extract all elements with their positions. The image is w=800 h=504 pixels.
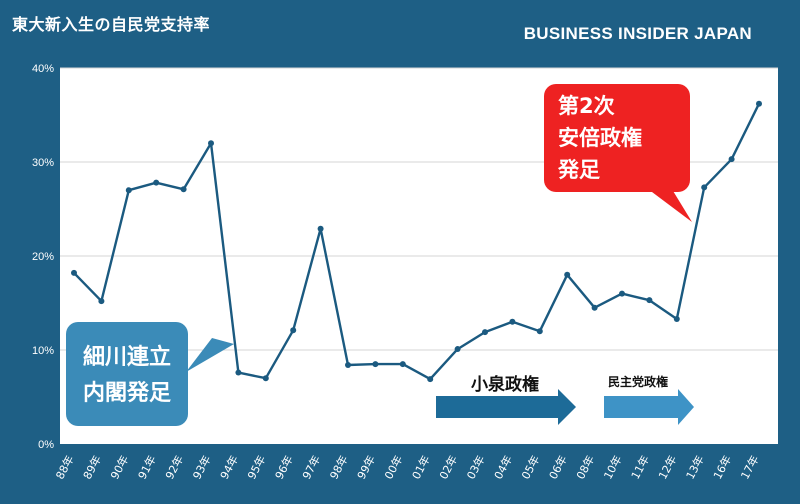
chart-title: 東大新入生の自民党支持率 [12, 15, 211, 34]
data-point [728, 156, 735, 163]
data-point [673, 315, 680, 322]
x-tick-label: 91年 [135, 453, 159, 482]
callout-hosokawa-text: 内閣発足 [83, 381, 171, 406]
callout-abe-box [544, 84, 690, 192]
callout-abe-text: 安倍政権 [558, 126, 642, 150]
data-point [482, 329, 488, 336]
data-point [756, 100, 762, 107]
x-tick-label: 89年 [80, 453, 104, 482]
x-tick-label: 06年 [546, 453, 570, 482]
data-point [290, 327, 297, 334]
data-point [71, 269, 77, 276]
label-koizumi: 小泉政権 [471, 374, 539, 395]
label-minshu: 民主党政権 [608, 374, 668, 389]
x-tick-label: 04年 [491, 453, 515, 482]
x-tick-label: 05年 [518, 453, 542, 482]
data-point [180, 186, 187, 193]
series-line [73, 103, 761, 381]
data-point [536, 328, 543, 335]
x-tick-label: 94年 [217, 453, 241, 482]
x-tick-label: 02年 [436, 453, 460, 482]
x-tick-label: 95年 [244, 453, 268, 482]
data-point [235, 369, 242, 376]
x-tick-label: 13年 [683, 453, 707, 482]
y-tick-label: 20% [32, 251, 54, 263]
callout-tail [644, 186, 692, 222]
y-tick-label: 30% [32, 157, 54, 169]
data-point [153, 179, 160, 186]
callout-abe-text: 第2次 [558, 94, 615, 118]
x-tick-label: 08年 [573, 453, 597, 482]
x-tick-label: 16年 [710, 453, 734, 482]
arrow-minshu [604, 389, 694, 425]
brand-logo-text: BUSINESS INSIDER JAPAN [523, 24, 752, 43]
data-point [345, 362, 351, 369]
callout-hosokawa-text: 細川連立 [83, 344, 171, 370]
x-tick-label: 90年 [107, 453, 131, 482]
x-tick-label: 96年 [272, 453, 296, 482]
x-tick-label: 92年 [162, 453, 186, 482]
callout-hosokawa-box [66, 322, 188, 426]
y-tick-label: 10% [32, 345, 54, 357]
y-tick-label: 0% [38, 439, 54, 451]
data-point [619, 290, 625, 297]
data-point [399, 361, 406, 368]
x-tick-label: 17年 [738, 453, 762, 482]
data-point [98, 298, 105, 305]
y-tick-label: 40% [32, 63, 54, 75]
data-point [701, 184, 708, 191]
data-point [262, 375, 269, 382]
x-tick-label: 97年 [299, 453, 323, 482]
data-point [208, 140, 214, 147]
data-point [125, 187, 132, 194]
data-point [317, 225, 324, 232]
x-tick-label: 00年 [381, 453, 405, 482]
x-tick-label: 99年 [354, 453, 378, 482]
data-point [564, 271, 571, 278]
x-tick-label: 88年 [53, 453, 77, 482]
callout-abe-text: 発足 [557, 158, 600, 182]
data-point [509, 318, 516, 325]
data-point [427, 376, 434, 383]
data-point [372, 361, 379, 368]
x-tick-label: 98年 [327, 453, 351, 482]
data-point [646, 297, 653, 304]
arrow-koizumi [436, 389, 576, 425]
callout-tail [186, 338, 234, 372]
x-tick-label: 03年 [464, 453, 488, 482]
x-tick-label: 01年 [409, 453, 433, 482]
data-point [454, 346, 461, 353]
data-point [591, 304, 598, 311]
x-tick-label: 10年 [601, 453, 625, 482]
x-tick-label: 93年 [190, 453, 214, 482]
x-tick-label: 11年 [628, 453, 652, 482]
x-tick-label: 12年 [655, 453, 679, 482]
